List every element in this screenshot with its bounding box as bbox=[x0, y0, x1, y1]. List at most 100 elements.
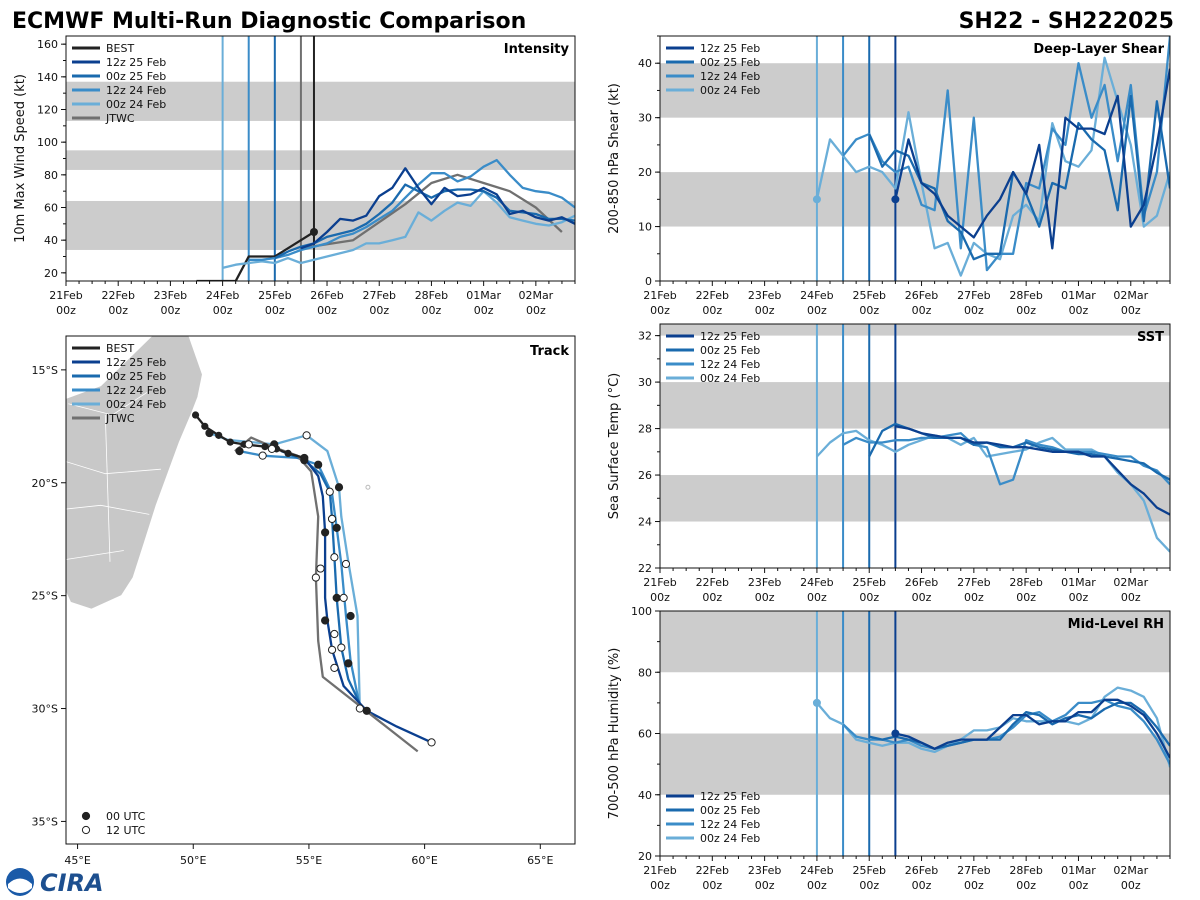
track-marker bbox=[311, 573, 320, 582]
track-line-12z-25-feb bbox=[303, 457, 433, 744]
shear-y-tick-label: 30 bbox=[638, 112, 652, 125]
intensity-x-tick-label: 26Feb bbox=[310, 289, 343, 302]
shear-x-tick-label: 00z bbox=[650, 304, 670, 317]
track-marker bbox=[337, 643, 346, 652]
shear-start-marker bbox=[891, 195, 900, 204]
sst-x-tick-label: 24Feb bbox=[800, 576, 833, 589]
intensity-x-tick-label: 00z bbox=[317, 304, 337, 317]
intensity-band bbox=[66, 81, 575, 121]
intensity-band bbox=[66, 200, 575, 250]
intensity-y-tick-label: 40 bbox=[44, 234, 58, 247]
shear-plot-area bbox=[660, 36, 1170, 281]
sst-y-tick-label: 24 bbox=[638, 516, 652, 529]
shear-x-tick-label: 24Feb bbox=[800, 289, 833, 302]
province-boundary bbox=[66, 504, 150, 515]
shear-panel-title: Deep-Layer Shear bbox=[1033, 42, 1164, 57]
track-marker bbox=[344, 659, 353, 668]
sst-panel-title: SST bbox=[1137, 330, 1164, 345]
rh-legend-label: 12z 24 Feb bbox=[700, 818, 760, 831]
intensity-end-marker bbox=[309, 228, 318, 236]
shear-y-tick-label: 10 bbox=[638, 221, 652, 234]
intensity-x-tick-label: 23Feb bbox=[154, 289, 187, 302]
track-marker bbox=[332, 523, 341, 533]
rh-x-tick-label: 01Mar bbox=[1061, 864, 1096, 877]
sst-x-tick-label: 27Feb bbox=[957, 576, 990, 589]
rh-y-axis-label: 700-500 hPa Humidity (%) bbox=[607, 648, 622, 820]
intensity-y-tick-label: 20 bbox=[44, 267, 58, 280]
shear-series-00z-24-feb bbox=[815, 56, 1170, 277]
intensity-x-tick-label: 00z bbox=[213, 304, 233, 317]
track-legend-label: 00z 25 Feb bbox=[106, 370, 166, 383]
track-marker bbox=[321, 616, 330, 625]
province-boundary bbox=[66, 550, 124, 560]
track-marker-best bbox=[226, 438, 234, 446]
track-plot-area bbox=[66, 336, 436, 753]
sst-band bbox=[660, 324, 1170, 336]
rh-plot-area bbox=[660, 611, 1170, 856]
rh-legend-label: 00z 24 Feb bbox=[700, 832, 760, 845]
rh-x-tick-label: 00z bbox=[964, 879, 984, 892]
track-x-tick-label: 45°E bbox=[64, 854, 90, 867]
track-marker bbox=[235, 447, 244, 456]
shear-y-tick-label: 20 bbox=[638, 166, 652, 179]
rh-y-tick-label: 80 bbox=[638, 666, 652, 679]
track-marker bbox=[339, 593, 348, 603]
shear-x-tick-label: 00z bbox=[859, 304, 879, 317]
track-legend-label: BEST bbox=[106, 342, 134, 355]
sst-x-tick-label: 01Mar bbox=[1061, 576, 1096, 589]
track-panel: 45°E 50°E 55°E 60°E 65°E 15°S 20°S 25°S 30°S 35°S… bbox=[32, 335, 576, 867]
track-marker bbox=[302, 431, 311, 440]
shear-panel: 21Feb 00z 22Feb 00z 23Feb 00z 24Feb 00z 25Feb 00z… bbox=[607, 35, 1171, 317]
intensity-band bbox=[66, 150, 575, 170]
sst-legend-label: 00z 25 Feb bbox=[700, 344, 760, 357]
sst-legend-label: 12z 24 Feb bbox=[700, 358, 760, 371]
intensity-y-tick-label: 120 bbox=[37, 104, 58, 117]
intensity-x-tick-label: 01Mar bbox=[466, 289, 501, 302]
shear-x-tick-label: 00z bbox=[702, 304, 722, 317]
rh-x-tick-label: 00z bbox=[859, 879, 879, 892]
rh-start-marker bbox=[812, 698, 821, 707]
track-x-tick-label: 60°E bbox=[411, 854, 437, 867]
intensity-x-tick-label: 24Feb bbox=[206, 289, 239, 302]
track-marker bbox=[332, 593, 341, 603]
track-y-tick-label: 35°S bbox=[32, 815, 58, 828]
rh-x-tick-label: 00z bbox=[1016, 879, 1036, 892]
rh-series-12z-25-feb bbox=[895, 698, 1170, 759]
track-marker bbox=[300, 456, 309, 465]
track-line-12z-24-feb bbox=[239, 449, 361, 707]
intensity-series-00z-24-feb bbox=[222, 190, 575, 270]
sst-x-tick-label: 00z bbox=[1121, 591, 1141, 604]
track-panel-title: Track bbox=[530, 344, 569, 359]
intensity-x-tick-label: 00z bbox=[56, 304, 76, 317]
track-marker bbox=[330, 629, 339, 639]
rh-x-tick-label: 24Feb bbox=[800, 864, 833, 877]
sst-y-tick-label: 26 bbox=[638, 469, 652, 482]
track-marker bbox=[205, 428, 214, 438]
shear-x-tick-label: 00z bbox=[1069, 304, 1089, 317]
shear-x-tick-label: 25Feb bbox=[852, 289, 885, 302]
sst-y-tick-label: 22 bbox=[638, 562, 652, 575]
intensity-x-tick-label: 02Mar bbox=[518, 289, 553, 302]
shear-y-tick-label: 40 bbox=[638, 57, 652, 70]
shear-x-tick-label: 22Feb bbox=[696, 289, 729, 302]
noaa-wave-icon bbox=[8, 878, 32, 893]
sst-x-tick-label: 22Feb bbox=[696, 576, 729, 589]
intensity-y-tick-label: 80 bbox=[44, 169, 58, 182]
intensity-y-tick-label: 60 bbox=[44, 202, 58, 215]
intensity-legend-label: BEST bbox=[106, 42, 134, 55]
sst-x-tick-label: 25Feb bbox=[852, 576, 885, 589]
rh-x-tick-label: 00z bbox=[755, 879, 775, 892]
track-marker bbox=[330, 553, 339, 562]
rh-x-tick-label: 00z bbox=[1121, 879, 1141, 892]
sst-panel: 21Feb 00z 22Feb 00z 23Feb 00z 24Feb 00z 25Feb 00z… bbox=[607, 323, 1171, 604]
province-boundary bbox=[68, 392, 148, 416]
track-marker bbox=[341, 559, 351, 569]
sst-legend-label: 00z 24 Feb bbox=[700, 372, 760, 385]
cira-logo: CIRA bbox=[6, 868, 104, 897]
track-marker bbox=[330, 663, 339, 672]
intensity-y-tick-label: 100 bbox=[37, 136, 58, 149]
sst-y-tick-label: 32 bbox=[638, 330, 652, 343]
rh-x-tick-label: 00z bbox=[912, 879, 932, 892]
intensity-series-12z-24-feb bbox=[248, 158, 575, 261]
sst-x-tick-label: 02Mar bbox=[1113, 576, 1148, 589]
